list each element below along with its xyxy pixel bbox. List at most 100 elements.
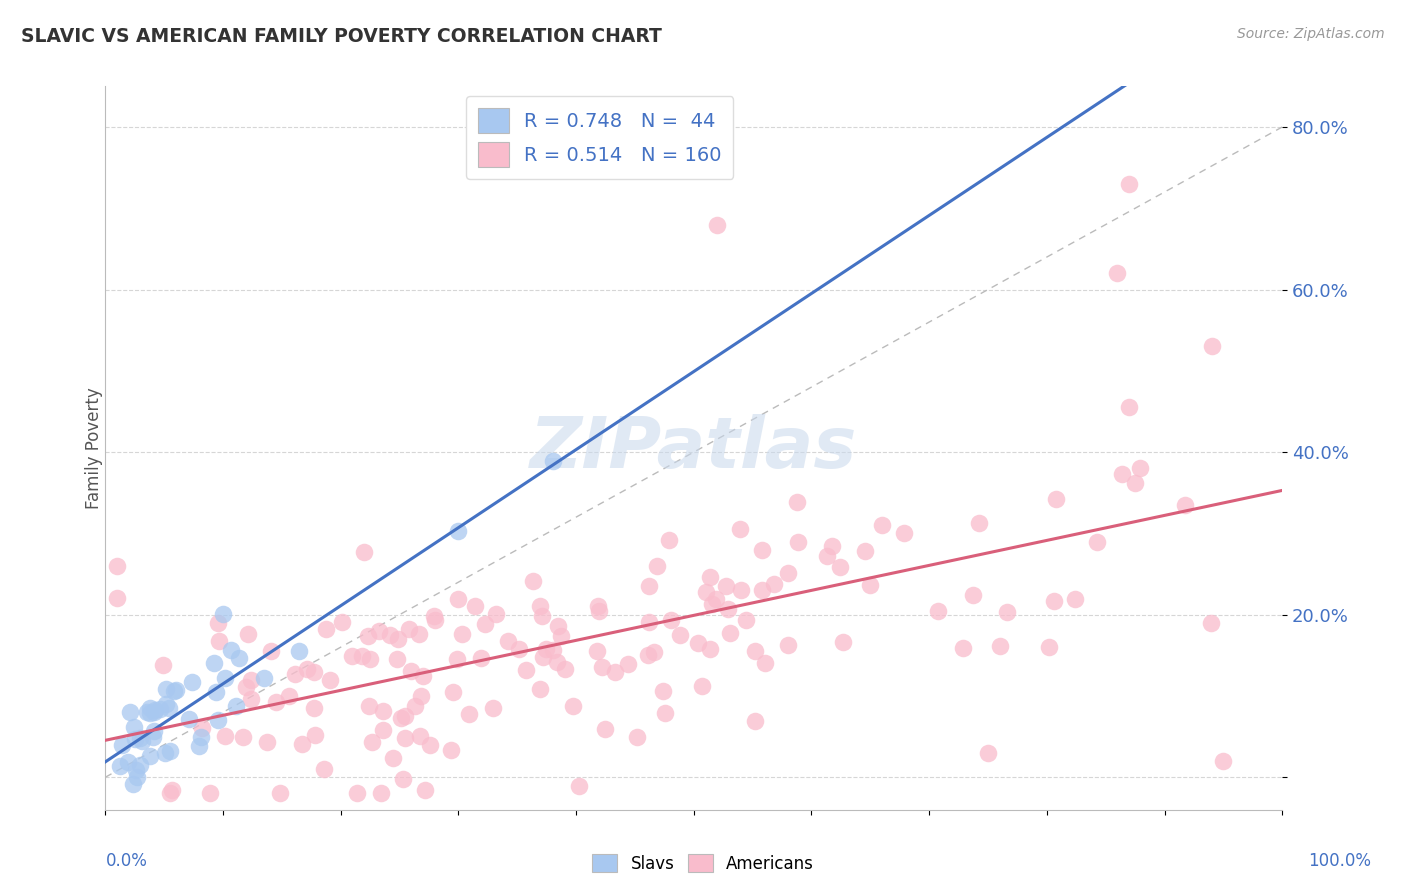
Point xyxy=(531,649,554,664)
Point xyxy=(269,787,291,801)
Point xyxy=(264,695,287,709)
Point xyxy=(302,665,325,680)
Point xyxy=(295,662,318,676)
Point xyxy=(688,636,710,650)
Point xyxy=(470,651,492,665)
Point xyxy=(302,701,325,715)
Point xyxy=(546,655,568,669)
Point xyxy=(411,689,433,703)
Point xyxy=(702,597,724,611)
Point xyxy=(408,627,430,641)
Point xyxy=(995,605,1018,619)
Point xyxy=(425,613,447,627)
Point xyxy=(108,758,131,772)
Point xyxy=(447,524,470,539)
Point xyxy=(659,613,682,627)
Point xyxy=(350,649,373,664)
Point xyxy=(110,738,132,752)
Point xyxy=(718,625,741,640)
Point xyxy=(706,218,728,232)
Point xyxy=(744,714,766,728)
Point xyxy=(142,730,165,744)
Point xyxy=(522,574,544,589)
Point xyxy=(1129,460,1152,475)
Point xyxy=(404,699,426,714)
Point xyxy=(159,787,181,801)
Point xyxy=(240,673,263,688)
Point xyxy=(717,601,740,615)
Point xyxy=(440,742,463,756)
Point xyxy=(122,720,145,734)
Point xyxy=(820,539,842,553)
Point xyxy=(1123,475,1146,490)
Point xyxy=(927,604,949,618)
Point xyxy=(212,607,235,621)
Point xyxy=(692,679,714,693)
Point xyxy=(744,644,766,658)
Point xyxy=(143,724,166,739)
Point xyxy=(125,770,148,784)
Point xyxy=(198,787,221,801)
Point xyxy=(728,522,751,536)
Point xyxy=(1118,177,1140,191)
Point xyxy=(586,599,609,614)
Point xyxy=(730,582,752,597)
Point xyxy=(315,622,337,636)
Point xyxy=(645,558,668,573)
Point xyxy=(157,701,180,715)
Point xyxy=(136,705,159,719)
Point xyxy=(1038,640,1060,655)
Point xyxy=(304,728,326,742)
Point xyxy=(160,783,183,797)
Point xyxy=(541,643,564,657)
Point xyxy=(695,585,717,599)
Point xyxy=(776,566,799,580)
Point xyxy=(361,735,384,749)
Point xyxy=(373,704,395,718)
Point xyxy=(143,703,166,717)
Point xyxy=(399,664,422,678)
Point xyxy=(318,673,340,687)
Point xyxy=(778,638,800,652)
Point xyxy=(415,783,437,797)
Text: 0.0%: 0.0% xyxy=(105,852,148,870)
Point xyxy=(830,560,852,574)
Point xyxy=(165,682,187,697)
Point xyxy=(763,576,786,591)
Point xyxy=(149,701,172,715)
Point xyxy=(389,711,412,725)
Point xyxy=(952,640,974,655)
Point xyxy=(530,609,553,624)
Point xyxy=(815,549,838,564)
Point xyxy=(482,701,505,715)
Point xyxy=(155,682,177,697)
Point xyxy=(441,685,464,699)
Point xyxy=(1107,266,1129,280)
Point xyxy=(142,705,165,719)
Point xyxy=(643,645,665,659)
Point xyxy=(382,750,405,764)
Point xyxy=(353,545,375,559)
Point xyxy=(128,758,150,772)
Point xyxy=(291,737,314,751)
Point xyxy=(735,613,758,627)
Point xyxy=(118,705,141,719)
Point xyxy=(191,722,214,736)
Text: ZIPatlas: ZIPatlas xyxy=(530,414,858,483)
Point xyxy=(124,731,146,746)
Point xyxy=(446,652,468,666)
Point xyxy=(260,644,283,658)
Point xyxy=(235,680,257,694)
Y-axis label: Family Poverty: Family Poverty xyxy=(86,387,103,509)
Point xyxy=(1111,467,1133,481)
Point xyxy=(357,699,380,714)
Point xyxy=(754,656,776,670)
Point xyxy=(371,723,394,738)
Point xyxy=(967,516,990,530)
Point xyxy=(1199,616,1222,631)
Point xyxy=(117,755,139,769)
Point xyxy=(451,627,474,641)
Point xyxy=(638,579,661,593)
Point xyxy=(529,682,551,697)
Point xyxy=(232,731,254,745)
